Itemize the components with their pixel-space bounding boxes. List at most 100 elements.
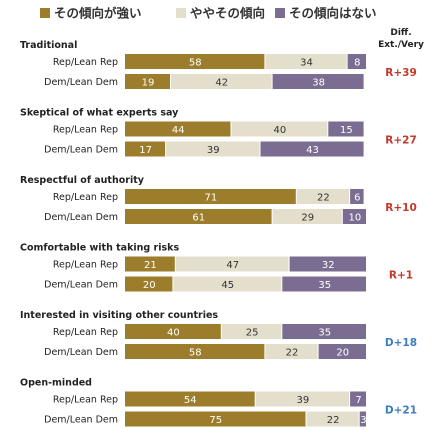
segment-value-label: 47 bbox=[226, 260, 239, 271]
segment-value-label: 58 bbox=[189, 58, 202, 69]
segment-value-label: 17 bbox=[139, 145, 152, 156]
bar-segment bbox=[272, 74, 364, 89]
diff-header: Diff. Ext./Very bbox=[378, 28, 424, 50]
segment-value-label: 38 bbox=[312, 78, 325, 89]
segment-value-label: 39 bbox=[297, 395, 310, 406]
bar-segment bbox=[289, 256, 366, 272]
bar-segment bbox=[166, 141, 260, 157]
group-title: Respectful of authority bbox=[20, 175, 145, 186]
legend-label-1: ややその傾向 bbox=[190, 6, 265, 21]
bar-segment bbox=[125, 256, 175, 272]
bar-segment bbox=[125, 344, 265, 359]
bar-segment bbox=[173, 276, 282, 292]
bar-segment bbox=[350, 391, 366, 407]
row-label: Rep/Lean Rep bbox=[53, 192, 118, 203]
chart-group: Comfortable with taking risks Rep/Lean Re… bbox=[20, 243, 413, 292]
group-title: Interested in visiting other countries bbox=[20, 310, 218, 321]
segment-value-label: 54 bbox=[184, 395, 197, 406]
bar-segment bbox=[171, 74, 272, 89]
segment-value-label: 22 bbox=[327, 415, 340, 426]
row-label: Dem/Lean Dem bbox=[44, 77, 118, 88]
diff-header-line-0: Diff. bbox=[390, 28, 411, 38]
diff-value: D+21 bbox=[385, 405, 417, 417]
group-title: Open-minded bbox=[20, 378, 92, 389]
segment-value-label: 19 bbox=[142, 78, 155, 89]
bar-segment bbox=[125, 324, 221, 339]
segment-value-label: 21 bbox=[144, 260, 157, 271]
bar-segment bbox=[265, 54, 347, 69]
row-label: Rep/Lean Rep bbox=[53, 57, 118, 68]
bar-segment bbox=[318, 344, 366, 359]
diff-value: D+18 bbox=[385, 337, 417, 349]
bar-segment bbox=[231, 121, 328, 137]
legend-swatch-2 bbox=[275, 8, 285, 18]
segment-value-label: 58 bbox=[189, 348, 202, 359]
chart-group: Open-minded Rep/Lean Rep 54 39 7 Dem/Lean Dem… bbox=[20, 378, 417, 427]
segment-value-label: 35 bbox=[318, 280, 331, 291]
segment-value-label: 29 bbox=[301, 213, 314, 224]
bar-segment bbox=[221, 324, 282, 339]
row-label: Dem/Lean Dem bbox=[44, 280, 118, 291]
bar-segment bbox=[125, 141, 166, 157]
segment-value-label: 44 bbox=[172, 125, 185, 136]
legend-swatch-1 bbox=[176, 8, 186, 18]
legend: その傾向が強い ややその傾向 その傾向はない bbox=[40, 6, 377, 21]
row-label: Dem/Lean Dem bbox=[44, 347, 118, 358]
bar-segment bbox=[350, 189, 364, 204]
legend-label-0: その傾向が強い bbox=[54, 6, 142, 21]
segment-value-label: 3 bbox=[360, 415, 366, 426]
diff-value: R+27 bbox=[385, 135, 417, 147]
segment-value-label: 25 bbox=[246, 328, 259, 339]
segment-value-label: 22 bbox=[317, 193, 330, 204]
row-label: Rep/Lean Rep bbox=[53, 260, 118, 271]
segment-value-label: 35 bbox=[318, 328, 331, 339]
row-label: Rep/Lean Rep bbox=[53, 395, 118, 406]
bar-segment bbox=[359, 411, 366, 427]
row-label: Rep/Lean Rep bbox=[53, 327, 118, 338]
bar-segment bbox=[265, 344, 318, 359]
bar-segment bbox=[125, 54, 265, 69]
chart-group: Traditional Rep/Lean Rep 58 34 8 Dem/Lean Dem… bbox=[20, 40, 417, 89]
segment-value-label: 61 bbox=[192, 213, 205, 224]
diff-header-line-1: Ext./Very bbox=[378, 40, 424, 50]
bar-segment bbox=[125, 276, 173, 292]
legend-label-2: その傾向はない bbox=[289, 6, 377, 21]
chart-group: Interested in visiting other countries Re… bbox=[20, 310, 417, 359]
bar-segment bbox=[125, 189, 296, 204]
diff-value: R+39 bbox=[385, 67, 417, 79]
chart-group: Respectful of authority Rep/Lean Rep 71 22 6… bbox=[20, 175, 417, 224]
row-label: Dem/Lean Dem bbox=[44, 415, 118, 426]
row-label: Dem/Lean Dem bbox=[44, 145, 118, 156]
bar-segment bbox=[296, 189, 349, 204]
segment-value-label: 20 bbox=[143, 280, 156, 291]
bar-segment bbox=[125, 209, 272, 224]
segment-value-label: 32 bbox=[322, 260, 335, 271]
segment-value-label: 34 bbox=[300, 58, 313, 69]
segment-value-label: 39 bbox=[207, 145, 220, 156]
bar-segment bbox=[282, 276, 366, 292]
bar-segment bbox=[125, 391, 255, 407]
segment-value-label: 7 bbox=[355, 395, 361, 406]
segment-value-label: 40 bbox=[274, 125, 287, 136]
group-title: Traditional bbox=[20, 40, 77, 51]
chart-group: Skeptical of what experts say Rep/Lean Re… bbox=[20, 108, 417, 157]
bar-segment bbox=[342, 209, 366, 224]
bar-segment bbox=[272, 209, 342, 224]
bar-segment bbox=[328, 121, 364, 137]
bar-segment bbox=[125, 121, 231, 137]
segment-value-label: 71 bbox=[205, 193, 218, 204]
bar-segment bbox=[306, 411, 359, 427]
bar-segment bbox=[255, 391, 350, 407]
group-title: Comfortable with taking risks bbox=[20, 243, 179, 254]
segment-value-label: 10 bbox=[349, 213, 362, 224]
segment-value-label: 40 bbox=[167, 328, 180, 339]
bar-segment bbox=[282, 324, 366, 339]
segment-value-label: 75 bbox=[209, 415, 222, 426]
diff-value: R+1 bbox=[389, 270, 413, 282]
bar-segment bbox=[260, 141, 364, 157]
row-label: Rep/Lean Rep bbox=[53, 125, 118, 136]
segment-value-label: 22 bbox=[286, 348, 299, 359]
bar-segment bbox=[125, 74, 170, 89]
row-label: Dem/Lean Dem bbox=[44, 212, 118, 223]
